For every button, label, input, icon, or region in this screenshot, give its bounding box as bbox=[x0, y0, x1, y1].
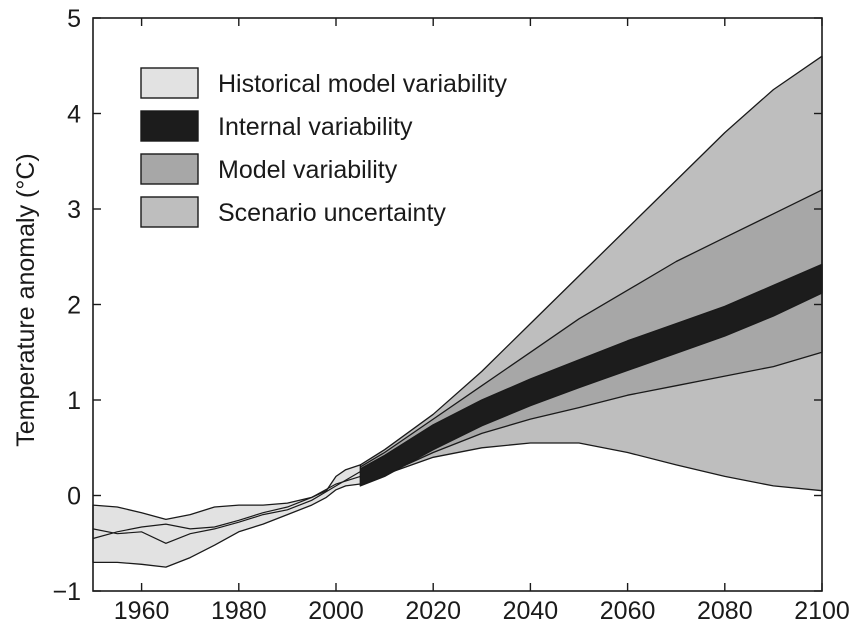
legend: Historical model variability Internal var… bbox=[140, 67, 507, 228]
y-tick-label: 4 bbox=[67, 101, 81, 129]
x-tick-label: 2020 bbox=[405, 597, 461, 625]
x-tick-label: 2080 bbox=[697, 597, 753, 625]
legend-label-internal: Internal variability bbox=[218, 113, 413, 141]
x-tick-label: 1980 bbox=[211, 597, 267, 625]
x-tick-label: 2040 bbox=[503, 597, 559, 625]
uncertainty-bands bbox=[92, 55, 823, 568]
legend-label-scenario: Scenario uncertainty bbox=[218, 199, 446, 227]
y-tick-label: −1 bbox=[52, 578, 81, 606]
x-tick-label: 1960 bbox=[114, 597, 170, 625]
y-tick-label: 3 bbox=[67, 196, 81, 224]
x-tick-label: 2060 bbox=[600, 597, 656, 625]
y-tick-label: 5 bbox=[67, 5, 81, 33]
axis-ticks: 1960 1980 2000 2020 2040 2060 2080 2100 −1 0 1 2 3 4 5 bbox=[52, 5, 849, 625]
x-tick-label: 2000 bbox=[308, 597, 364, 625]
legend-swatch-scenario bbox=[140, 196, 199, 228]
band-historical bbox=[92, 464, 361, 568]
y-tick-label: 2 bbox=[67, 292, 81, 320]
x-tick-label: 2100 bbox=[794, 597, 850, 625]
legend-swatch-internal bbox=[140, 110, 199, 142]
historical-inner-line-1 bbox=[92, 471, 361, 544]
y-tick-label: 0 bbox=[67, 483, 81, 511]
historical-inner-lines bbox=[92, 471, 361, 544]
historical-inner-line-2 bbox=[92, 475, 361, 540]
legend-swatch-historical bbox=[140, 67, 199, 99]
legend-label-historical: Historical model variability bbox=[218, 70, 507, 98]
y-axis-title: Temperature anomaly (°C) bbox=[12, 153, 40, 446]
y-tick-label: 1 bbox=[67, 387, 81, 415]
legend-swatch-model bbox=[140, 153, 199, 185]
legend-label-model: Model variability bbox=[218, 156, 398, 184]
